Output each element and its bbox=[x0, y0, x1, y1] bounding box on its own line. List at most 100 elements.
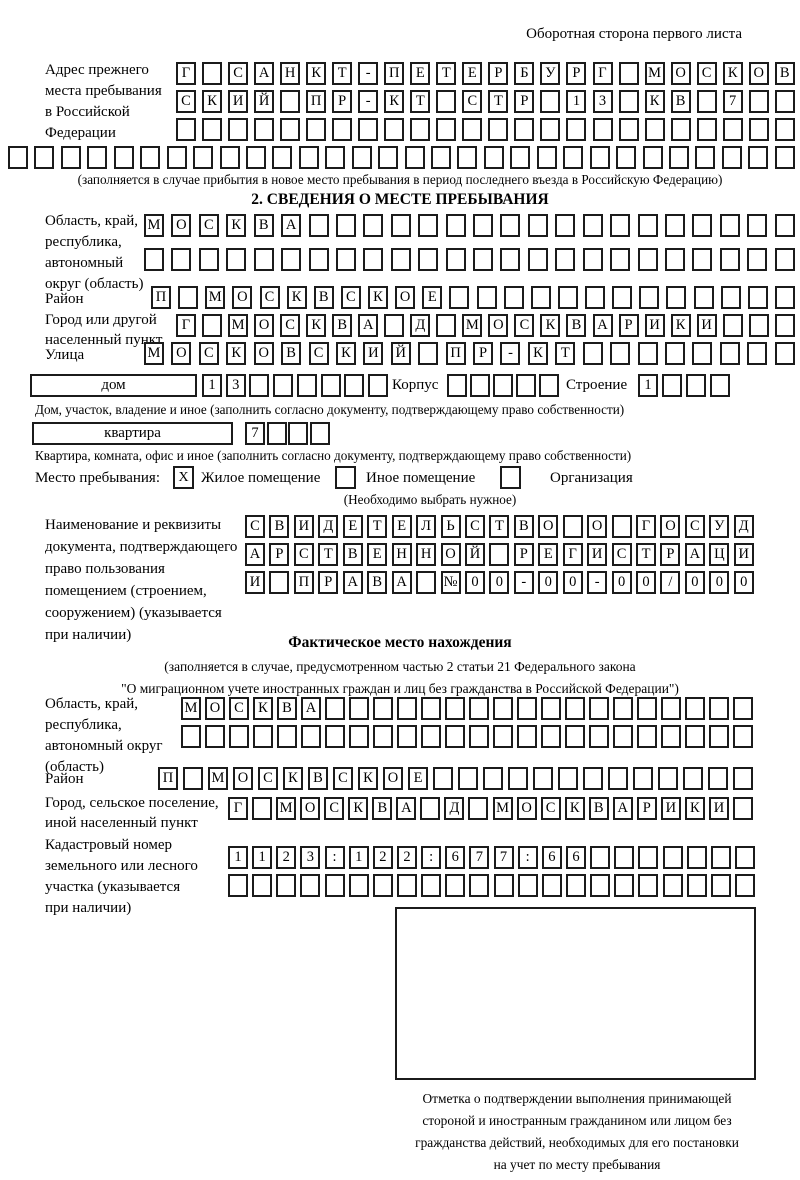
char-box: В bbox=[774, 62, 795, 85]
document-row-3: И П Р А В А № 0 0-0 0-0 0/0 0 0 bbox=[245, 571, 754, 594]
char-box bbox=[229, 725, 249, 748]
char-box: 7 bbox=[722, 90, 743, 113]
char-box bbox=[202, 62, 223, 85]
char-box bbox=[734, 874, 755, 897]
prev-address-caption: (заполняется в случае прибытия в новое м… bbox=[77, 172, 723, 187]
char-box bbox=[565, 874, 586, 897]
char-box bbox=[397, 725, 417, 748]
char-box bbox=[719, 248, 740, 271]
char-box bbox=[683, 767, 703, 790]
label-line: Город или другой bbox=[45, 312, 157, 328]
char-box: В bbox=[281, 342, 302, 365]
char-box: К bbox=[540, 314, 561, 337]
char-box bbox=[610, 342, 631, 365]
char-box bbox=[436, 118, 457, 141]
char-box bbox=[692, 248, 713, 271]
char-box bbox=[320, 374, 341, 397]
char-box bbox=[709, 697, 729, 720]
char-box bbox=[774, 342, 795, 365]
char-box bbox=[747, 342, 768, 365]
char-box bbox=[280, 118, 301, 141]
char-box bbox=[774, 146, 795, 169]
label-line: помещением (строением, bbox=[45, 583, 207, 599]
char-box: И bbox=[644, 314, 665, 337]
char-box: А bbox=[254, 62, 275, 85]
char-box bbox=[541, 874, 562, 897]
char-box bbox=[720, 286, 741, 309]
char-box: К bbox=[358, 767, 378, 790]
char-box: К bbox=[226, 214, 247, 237]
char-box: О bbox=[383, 767, 403, 790]
char-box bbox=[618, 90, 639, 113]
char-box: В bbox=[269, 515, 290, 538]
char-box bbox=[367, 374, 388, 397]
char-box bbox=[397, 697, 417, 720]
char-box bbox=[325, 697, 345, 720]
char-box: С bbox=[198, 342, 219, 365]
char-box bbox=[468, 797, 489, 820]
char-box bbox=[696, 90, 717, 113]
char-box: Н bbox=[416, 543, 437, 566]
char-box bbox=[178, 286, 199, 309]
char-box bbox=[420, 797, 441, 820]
char-box bbox=[658, 767, 678, 790]
char-box: С bbox=[464, 515, 485, 538]
label-line: Адрес прежнего bbox=[45, 62, 149, 78]
char-box bbox=[618, 118, 639, 141]
char-box: С bbox=[462, 90, 483, 113]
char-box bbox=[748, 90, 769, 113]
char-box: О bbox=[488, 314, 509, 337]
char-box: К bbox=[306, 62, 327, 85]
char-box: М bbox=[492, 797, 513, 820]
char-box: К bbox=[384, 90, 405, 113]
char-box bbox=[202, 314, 223, 337]
prev-address-row-4 bbox=[8, 146, 795, 169]
char-box: М bbox=[181, 697, 201, 720]
char-box: Б bbox=[514, 62, 535, 85]
char-box bbox=[373, 697, 393, 720]
char-box: Е bbox=[408, 767, 428, 790]
char-box: С bbox=[198, 214, 219, 237]
char-box: 3 bbox=[300, 846, 321, 869]
char-box bbox=[774, 214, 795, 237]
option-other-premises-label: Иное помещение bbox=[366, 470, 476, 486]
char-box: С bbox=[245, 515, 265, 538]
char-box: 3 bbox=[592, 90, 613, 113]
char-box bbox=[558, 767, 578, 790]
char-box bbox=[517, 874, 538, 897]
char-box bbox=[445, 248, 466, 271]
char-box bbox=[693, 286, 714, 309]
char-box: К bbox=[306, 314, 327, 337]
char-box: Г bbox=[228, 797, 248, 820]
char-box: - bbox=[358, 90, 379, 113]
label-line: округ (область) bbox=[45, 276, 144, 292]
char-box: К bbox=[286, 286, 307, 309]
char-box: М bbox=[144, 342, 164, 365]
char-box bbox=[277, 725, 297, 748]
char-box: С bbox=[514, 314, 535, 337]
cadastral-label: Кадастровый номер земельного или лесного… bbox=[45, 835, 198, 919]
char-box: С bbox=[696, 62, 717, 85]
char-box bbox=[613, 725, 633, 748]
char-box bbox=[516, 374, 536, 397]
char-box: А bbox=[396, 797, 417, 820]
char-box: Г bbox=[592, 62, 613, 85]
char-box bbox=[527, 214, 548, 237]
char-box: Т bbox=[410, 90, 431, 113]
caption-line: Отметка о подтверждении выполнения прини… bbox=[422, 1091, 732, 1106]
actual-region-label: Область, край, республика, автономный ок… bbox=[45, 694, 163, 778]
char-box: Р bbox=[488, 62, 509, 85]
char-box bbox=[508, 767, 528, 790]
char-box bbox=[555, 248, 576, 271]
apartment-caption: Квартира, комната, офис и иное (заполнит… bbox=[35, 448, 632, 463]
char-box bbox=[431, 146, 451, 169]
char-box bbox=[325, 146, 346, 169]
char-box: 1 bbox=[638, 374, 658, 397]
char-box: С bbox=[280, 314, 301, 337]
char-box: К bbox=[253, 697, 273, 720]
char-box: А bbox=[391, 571, 412, 594]
char-box bbox=[748, 314, 769, 337]
